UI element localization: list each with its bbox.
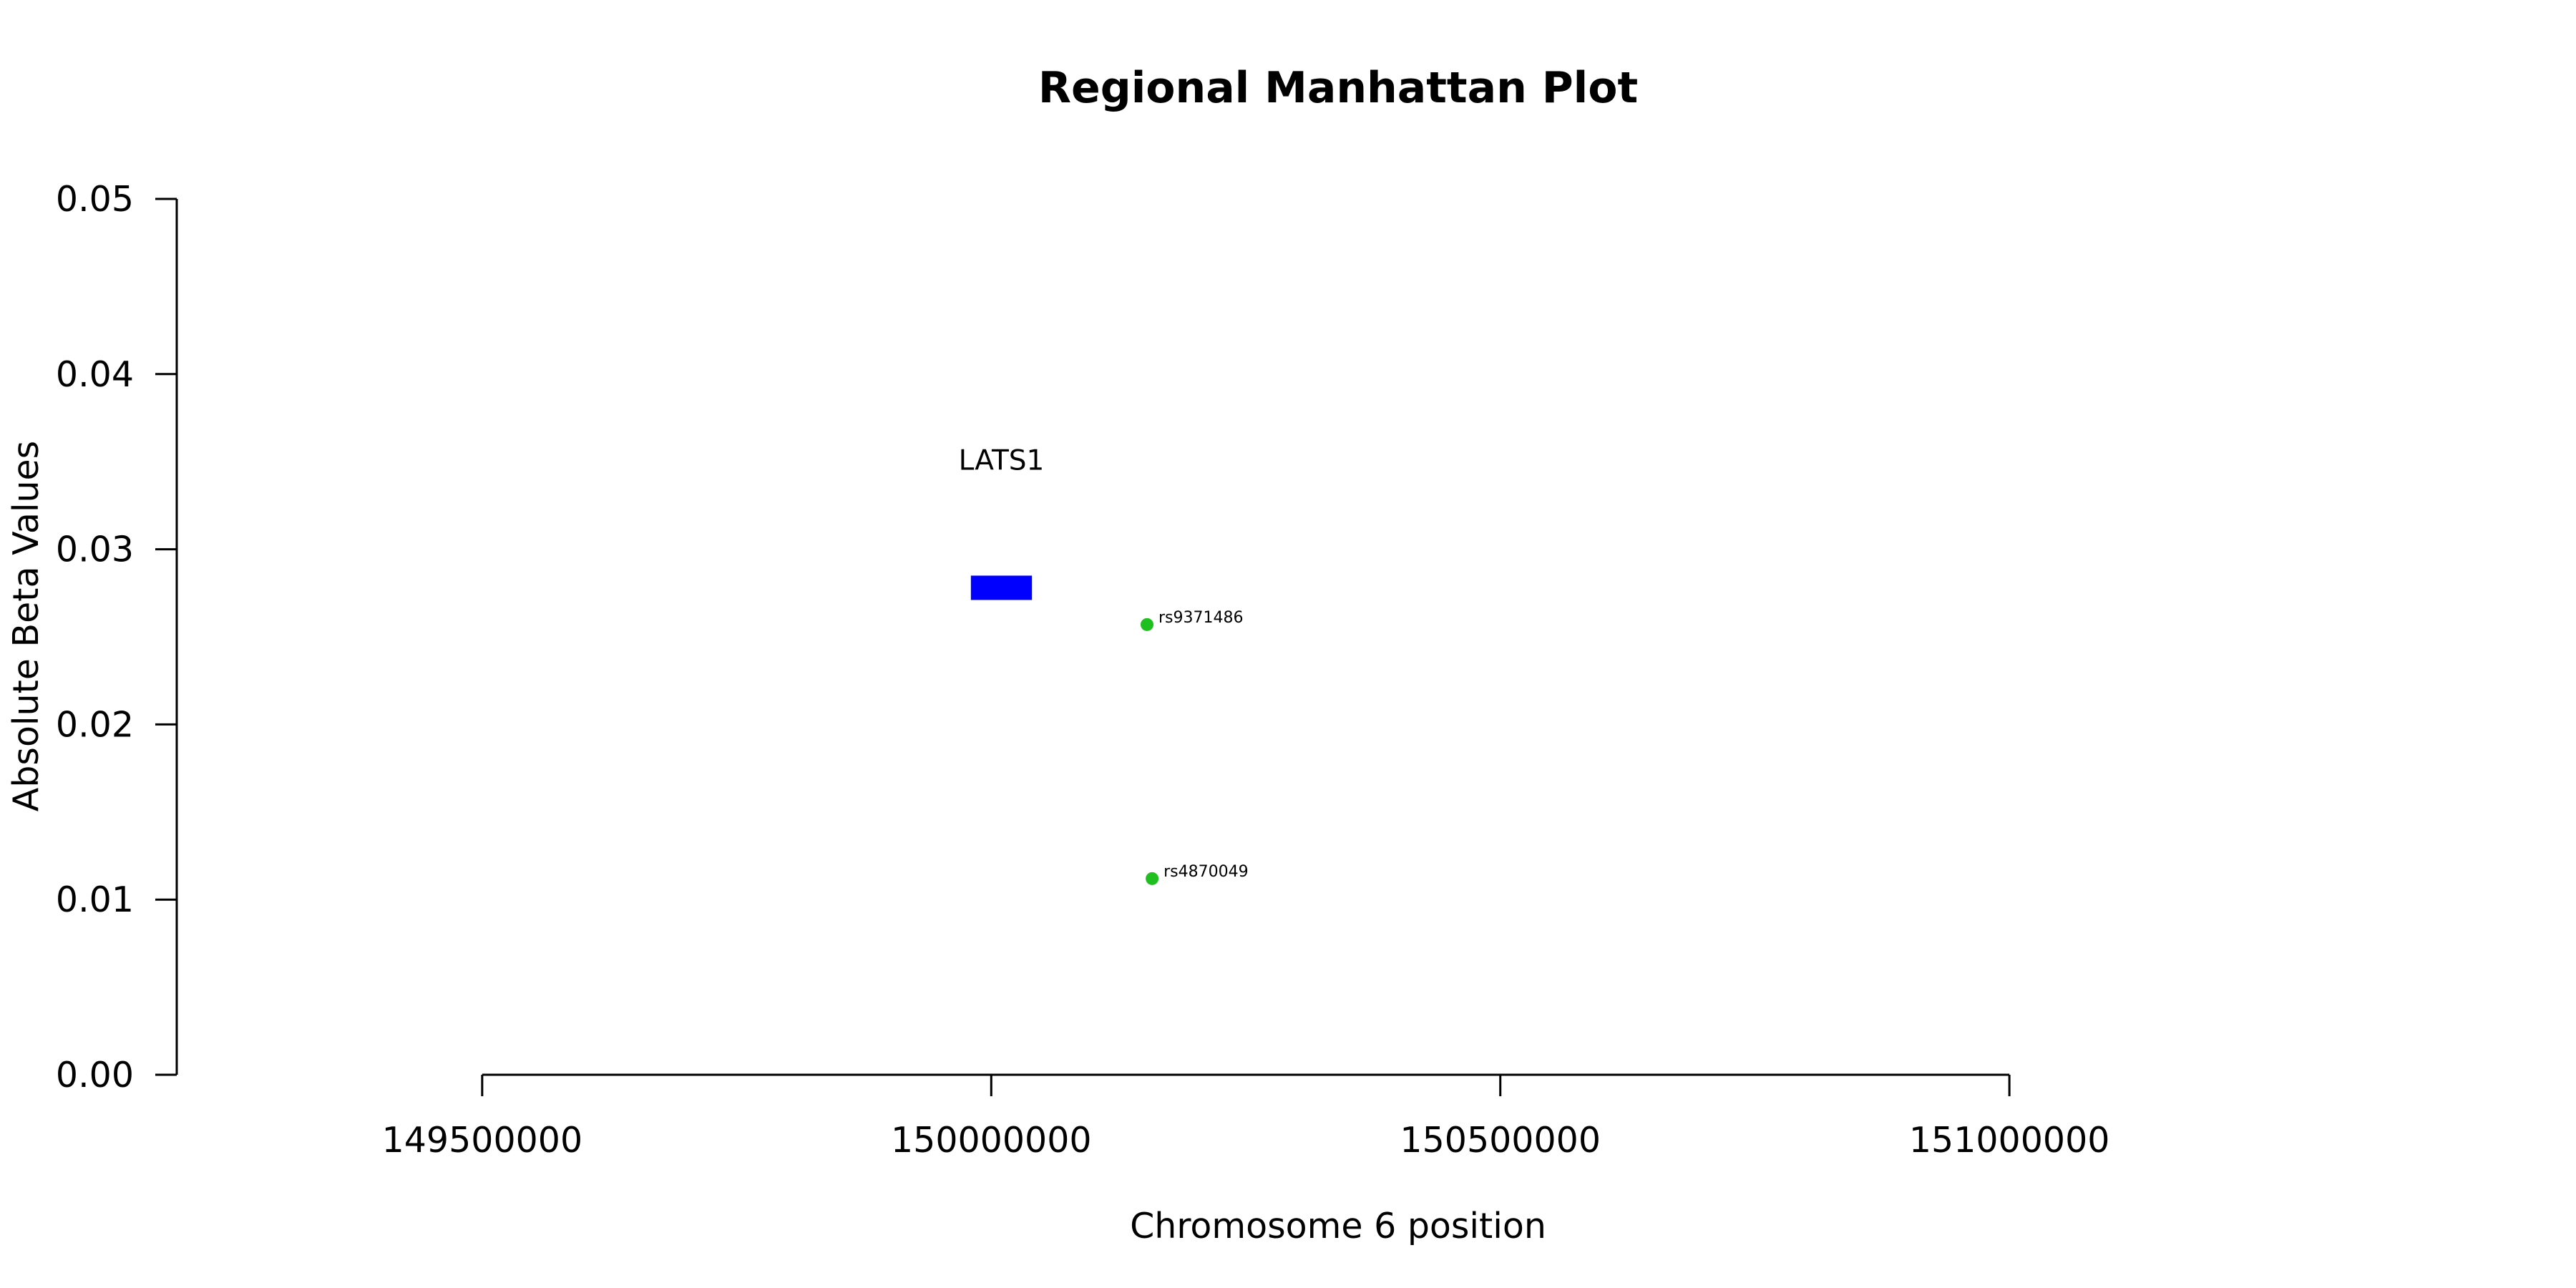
snp-point-label: rs9371486 bbox=[1158, 609, 1244, 627]
y-tick-label: 0.00 bbox=[56, 1055, 134, 1096]
y-tick-label: 0.01 bbox=[56, 879, 134, 920]
y-tick-label: 0.04 bbox=[56, 354, 134, 395]
x-axis-label: Chromosome 6 position bbox=[1130, 1206, 1546, 1246]
y-tick-label: 0.05 bbox=[56, 179, 134, 220]
x-tick-label: 150000000 bbox=[891, 1120, 1092, 1161]
x-tick-label: 149500000 bbox=[382, 1120, 583, 1161]
snp-point bbox=[1140, 618, 1153, 631]
gene-bar-lats1 bbox=[970, 575, 1033, 600]
points-layer: rs9371486 rs4870049 bbox=[1140, 609, 1249, 885]
snp-point bbox=[1146, 872, 1159, 885]
chart-title: Regional Manhattan Plot bbox=[1038, 63, 1638, 113]
x-tick-label: 151000000 bbox=[1909, 1120, 2110, 1161]
snp-point-label: rs4870049 bbox=[1163, 863, 1249, 881]
gene-layer: LATS1 bbox=[959, 444, 1045, 600]
y-axis-label: Absolute Beta Values bbox=[6, 441, 47, 811]
gene-label: LATS1 bbox=[959, 444, 1045, 477]
y-tick-label: 0.03 bbox=[56, 530, 134, 570]
x-tick-label: 150500000 bbox=[1400, 1120, 1601, 1161]
axes: 0.00 0.01 0.02 0.03 0.04 0.05 149500000 1500000… bbox=[56, 179, 2110, 1161]
y-tick-label: 0.02 bbox=[56, 704, 134, 745]
